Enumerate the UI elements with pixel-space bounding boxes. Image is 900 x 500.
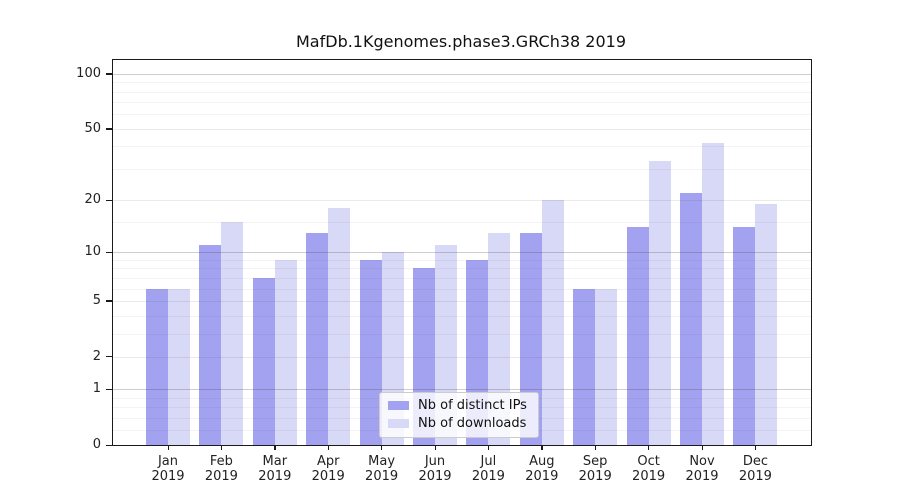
bar-distinct-ips-nov bbox=[680, 192, 702, 445]
bar-downloads-oct bbox=[648, 161, 671, 445]
bar-downloads-jan bbox=[168, 288, 190, 445]
x-tick-mark-may bbox=[381, 445, 383, 450]
minor-gridline-60 bbox=[113, 114, 811, 116]
minor-gridline-90 bbox=[113, 82, 811, 84]
x-tick-mark-feb bbox=[220, 445, 223, 450]
y-tick-label-2: 2 bbox=[92, 348, 101, 364]
x-tick-mark-nov bbox=[701, 445, 703, 450]
legend-label-downloads: Nb of downloads bbox=[418, 416, 527, 431]
x-tick-label-apr: Apr 2019 bbox=[311, 454, 345, 484]
x-tick-label-sep: Sep 2019 bbox=[578, 454, 612, 484]
y-tick-label-0: 0 bbox=[92, 437, 101, 452]
y-tick-label-50: 50 bbox=[84, 120, 101, 136]
x-tick-mark-dec bbox=[754, 445, 757, 450]
y-tick-mark-5 bbox=[106, 300, 112, 302]
chart-title: MafDb.1Kgenomes.phase3.GRCh38 2019 bbox=[296, 32, 626, 51]
x-tick-mark-jan bbox=[167, 445, 169, 450]
minor-gridline-80 bbox=[113, 91, 811, 93]
y-tick-label-1: 1 bbox=[92, 381, 101, 397]
bar-distinct-ips-may bbox=[359, 259, 382, 445]
bar-distinct-ips-sep bbox=[573, 288, 596, 445]
bar-distinct-ips-feb bbox=[199, 245, 222, 445]
bar-distinct-ips-oct bbox=[626, 227, 649, 445]
x-tick-label-jul: Jul 2019 bbox=[471, 454, 505, 484]
bar-distinct-ips-apr bbox=[306, 232, 329, 445]
y-tick-label-5: 5 bbox=[92, 292, 101, 308]
y-tick-mark-100 bbox=[106, 73, 112, 75]
x-tick-mark-sep bbox=[594, 445, 596, 450]
x-tick-label-mar: Mar 2019 bbox=[258, 454, 292, 484]
y-tick-mark-0 bbox=[106, 444, 112, 446]
x-tick-label-feb: Feb 2019 bbox=[204, 454, 238, 484]
x-tick-label-oct: Oct 2019 bbox=[632, 454, 666, 484]
x-tick-mark-jul bbox=[487, 445, 490, 450]
x-tick-label-nov: Nov 2019 bbox=[685, 454, 719, 484]
gridline-100 bbox=[113, 73, 811, 75]
bar-downloads-feb bbox=[221, 222, 244, 445]
legend-swatch-distinct-ips bbox=[388, 401, 409, 410]
x-tick-label-aug: Aug 2019 bbox=[525, 454, 559, 484]
x-tick-label-may: May 2019 bbox=[365, 454, 399, 484]
y-tick-mark-50 bbox=[106, 128, 112, 130]
x-tick-label-dec: Dec 2019 bbox=[738, 454, 772, 484]
x-tick-label-jun: Jun 2019 bbox=[418, 454, 452, 484]
minor-gridline-70 bbox=[113, 102, 811, 104]
bar-downloads-aug bbox=[541, 200, 564, 445]
bar-downloads-apr bbox=[328, 208, 351, 445]
bar-downloads-mar bbox=[274, 259, 297, 445]
legend-item-downloads: Nb of downloads bbox=[388, 416, 527, 431]
legend: Nb of distinct IPs Nb of downloads bbox=[379, 392, 539, 438]
x-tick-mark-aug bbox=[541, 445, 543, 450]
x-tick-mark-mar bbox=[274, 445, 276, 450]
legend-label-distinct-ips: Nb of distinct IPs bbox=[418, 398, 527, 413]
x-tick-mark-oct bbox=[648, 445, 650, 450]
plot-area: 100 50 20 10 5 2 1 0 Jan 2019 Feb 2019 Mar 2019 Apr… bbox=[76, 59, 812, 484]
bar-downloads-dec bbox=[755, 204, 778, 445]
x-tick-mark-jun bbox=[434, 445, 436, 450]
bar-downloads-nov bbox=[702, 142, 724, 445]
y-tick-mark-1 bbox=[106, 388, 112, 390]
y-tick-mark-20 bbox=[106, 199, 112, 201]
x-tick-mark-apr bbox=[327, 445, 329, 450]
bar-distinct-ips-mar bbox=[252, 277, 275, 445]
y-tick-label-20: 20 bbox=[84, 192, 101, 208]
y-tick-label-100: 100 bbox=[76, 65, 101, 81]
y-tick-mark-2 bbox=[106, 356, 112, 358]
y-tick-label-10: 10 bbox=[84, 244, 101, 260]
x-tick-label-jan: Jan 2019 bbox=[151, 454, 185, 484]
bar-distinct-ips-dec bbox=[733, 227, 756, 445]
y-tick-mark-10 bbox=[106, 251, 112, 253]
legend-swatch-downloads bbox=[388, 419, 409, 428]
legend-item-distinct-ips: Nb of distinct IPs bbox=[388, 398, 527, 413]
bar-distinct-ips-jan bbox=[146, 288, 168, 445]
bar-distinct-ips-aug bbox=[519, 232, 542, 445]
gridline-50 bbox=[113, 128, 811, 130]
bar-downloads-jul bbox=[488, 232, 511, 445]
bar-downloads-sep bbox=[595, 288, 618, 445]
